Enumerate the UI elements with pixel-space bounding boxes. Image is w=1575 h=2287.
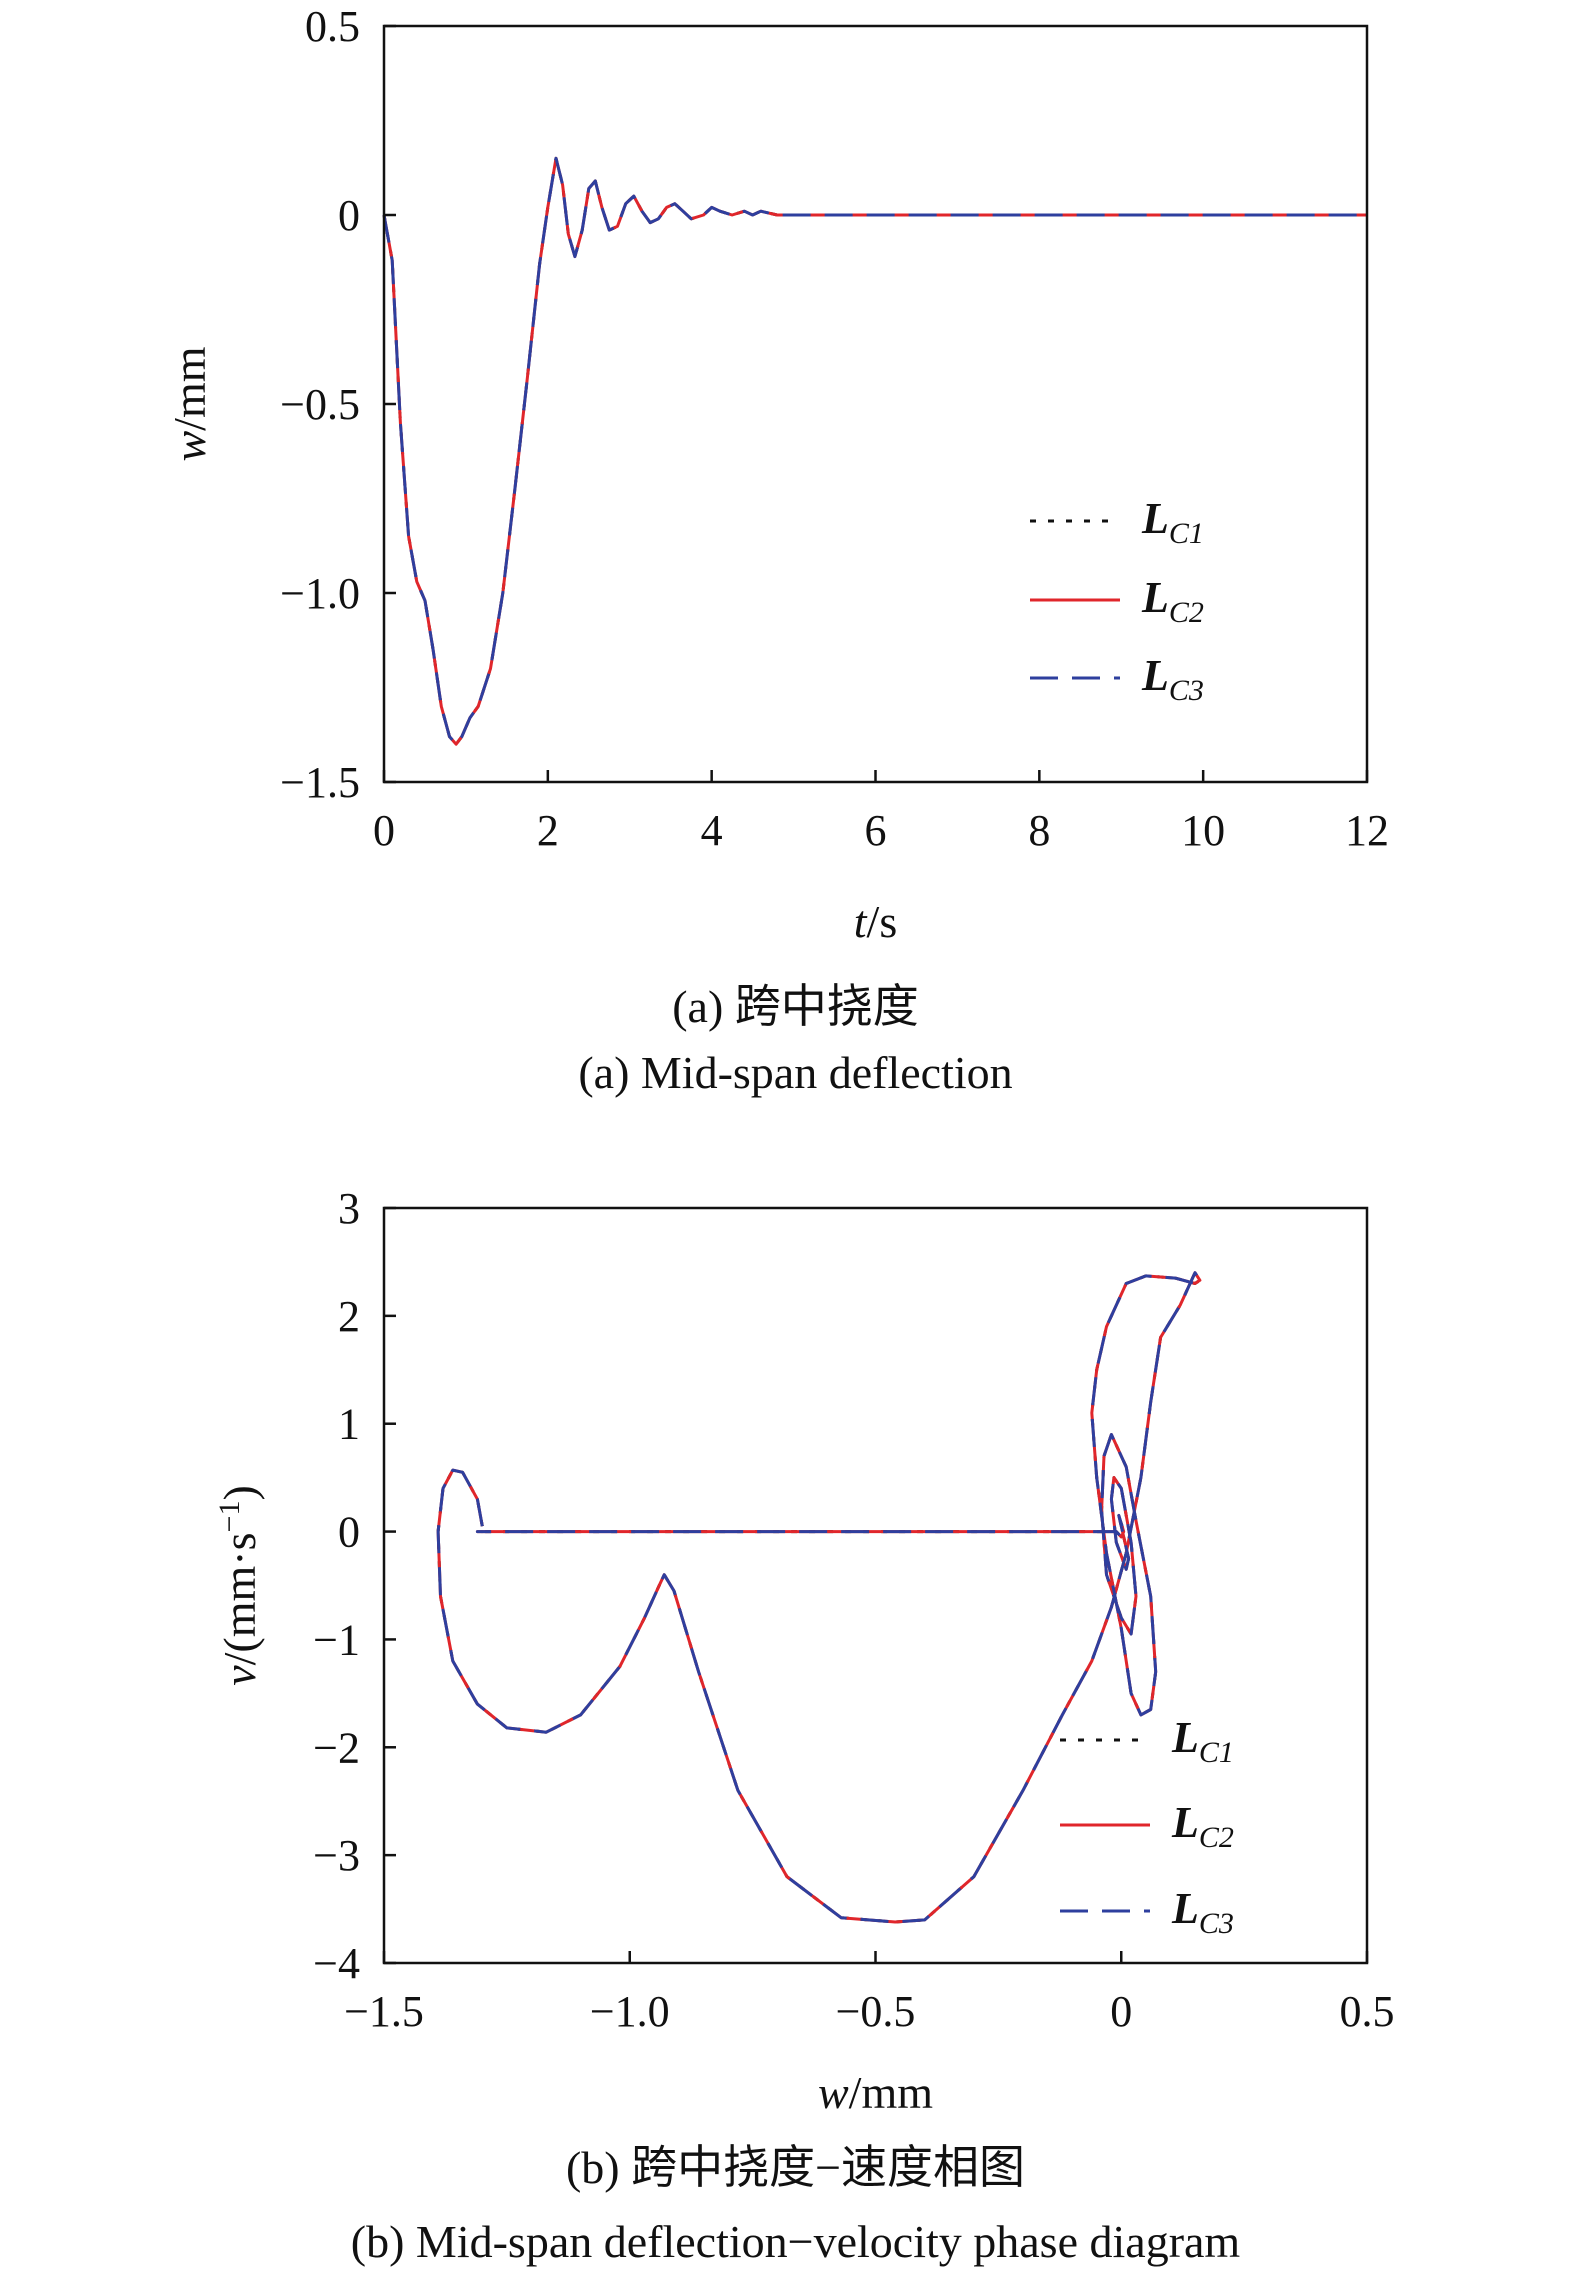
legend-label-sub: C1 (1169, 517, 1204, 550)
legend-label-sub: C2 (1199, 1821, 1234, 1854)
y-tick-label: −2 (313, 1723, 360, 1772)
x-tick-label: −1.5 (344, 1987, 424, 2036)
plot-frame (382, 24, 1369, 784)
legend-label-LC2: LC2 (1171, 1798, 1234, 1854)
chart-panel-b: −1.5 −1.0 −0.5 0 0.5 3 2 1 0 −1 −2 −3 −4 w/mm v/(mm·s−… (213, 1184, 1395, 2267)
x-tick-label: 8 (1028, 806, 1050, 855)
y-axis-var: v (214, 1665, 265, 1686)
caption-cn: (b) 跨中挠度−速度相图 (566, 2142, 1025, 2193)
x-axis-unit: /mm (849, 2067, 934, 2118)
legend-label-LC2: LC2 (1141, 573, 1204, 629)
legend-label-sub: C3 (1199, 1907, 1234, 1940)
x-tick-label: −1.0 (590, 1987, 670, 2036)
legend-label-main: L (1171, 1884, 1199, 1933)
y-axis-var: w (164, 431, 215, 462)
y-tick-label: −1.5 (280, 758, 360, 807)
legend-label-LC3: LC3 (1171, 1884, 1234, 1940)
y-axis-label: w/mm (164, 346, 215, 461)
chart-panel-a: 0 2 4 6 8 10 120.50−0.5−1.0−1.5t/sw/mmLC1LC2LC… (164, 2, 1389, 1098)
legend-label-sub: C1 (1199, 1736, 1234, 1769)
y-tick-label: −0.5 (280, 380, 360, 429)
series-line-LC3 (382, 156, 1367, 746)
y-tick-label: −1 (313, 1615, 360, 1664)
x-axis-var: t (854, 896, 868, 947)
legend-label-main: L (1141, 494, 1169, 543)
y-tick-label: 3 (338, 1184, 360, 1233)
legend-label-LC1: LC1 (1141, 494, 1204, 550)
legend-label-LC3: LC3 (1141, 651, 1204, 707)
legend-label-main: L (1141, 573, 1169, 622)
legend-label-main: L (1141, 651, 1169, 700)
x-tick-label: 0 (373, 806, 395, 855)
caption-en: (a) Mid-span deflection (578, 1047, 1012, 1098)
x-tick-label: 10 (1181, 806, 1225, 855)
y-tick-label: 0 (338, 1508, 360, 1557)
x-tick-label: 0.5 (1340, 1987, 1395, 2036)
series-line-LC3 (436, 1271, 1202, 1924)
series-line-LC1 (382, 156, 1367, 746)
x-tick-label: 2 (537, 806, 559, 855)
y-tick-label: −1.0 (280, 569, 360, 618)
legend-label-main: L (1171, 1798, 1199, 1847)
y-axis-label: v/(mm·s−1) (213, 1485, 266, 1686)
y-tick-label: 0 (338, 191, 360, 240)
x-axis-unit: /s (867, 896, 898, 947)
y-tick-label: −3 (313, 1831, 360, 1880)
x-tick-label: 4 (701, 806, 723, 855)
caption-en: (b) Mid-span deflection−velocity phase d… (351, 2216, 1241, 2267)
y-axis-unit-exponent: −1 (213, 1501, 246, 1533)
caption-cn: (a) 跨中挠度 (672, 981, 919, 1032)
y-tick-label: 0.5 (305, 2, 360, 51)
y-axis-unit: /(mm·s (214, 1532, 265, 1665)
legend-label-main: L (1171, 1713, 1199, 1762)
x-tick-label: −0.5 (836, 1987, 916, 2036)
legend-label-sub: C2 (1169, 596, 1204, 629)
series-line-LC2 (382, 156, 1367, 746)
legend-label-LC1: LC1 (1171, 1713, 1234, 1769)
y-axis-unit: /mm (164, 346, 215, 431)
x-tick-label: 0 (1110, 1987, 1132, 2036)
x-tick-label: 6 (865, 806, 887, 855)
x-axis-var: w (818, 2067, 849, 2118)
legend-label-sub: C3 (1169, 674, 1204, 707)
y-tick-label: 1 (338, 1400, 360, 1449)
y-tick-label: −4 (313, 1939, 360, 1988)
y-tick-label: 2 (338, 1292, 360, 1341)
y-axis-unit-close: ) (214, 1485, 265, 1500)
x-tick-label: 12 (1345, 806, 1389, 855)
x-axis-label: t/s (854, 896, 897, 947)
x-axis-label: w/mm (818, 2067, 933, 2118)
